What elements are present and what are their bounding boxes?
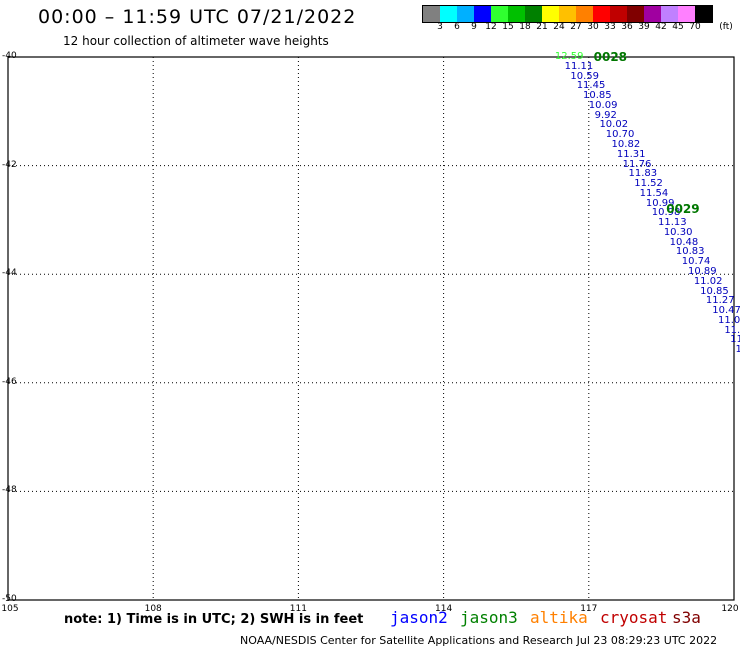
color-scale-bar bbox=[422, 5, 713, 23]
swh-value: 10.9 bbox=[735, 344, 740, 355]
color-swatch bbox=[576, 6, 593, 22]
latitude-tick-label: -46 bbox=[2, 377, 17, 387]
color-scale-unit: (ft) bbox=[719, 22, 733, 32]
pass-time-label: 0029 bbox=[666, 202, 699, 216]
note-text: note: 1) Time is in UTC; 2) SWH is in fe… bbox=[64, 612, 363, 627]
color-scale-label: 15 bbox=[502, 22, 513, 32]
color-scale-label: 21 bbox=[536, 22, 547, 32]
color-swatch bbox=[661, 6, 678, 22]
credit-line: NOAA/NESDIS Center for Satellite Applica… bbox=[240, 634, 717, 647]
color-swatch bbox=[525, 6, 542, 22]
color-swatch bbox=[508, 6, 525, 22]
color-swatch bbox=[457, 6, 474, 22]
latitude-tick-label: -44 bbox=[2, 268, 17, 278]
color-scale-label: 9 bbox=[471, 22, 477, 32]
color-scale-label: 39 bbox=[638, 22, 649, 32]
page-subtitle: 12 hour collection of altimeter wave hei… bbox=[63, 34, 329, 48]
color-scale-label: 70 bbox=[689, 22, 700, 32]
color-scale-label: 45 bbox=[672, 22, 683, 32]
page-title: 00:00 – 11:59 UTC 07/21/2022 bbox=[38, 6, 356, 28]
legend-item-s3a: s3a bbox=[672, 608, 701, 627]
longitude-tick-label: 105 bbox=[1, 604, 18, 614]
legend-item-altika: altika bbox=[530, 608, 588, 627]
longitude-tick-label: 120 bbox=[721, 604, 738, 614]
color-scale-label: 3 bbox=[437, 22, 443, 32]
color-swatch bbox=[627, 6, 644, 22]
color-swatch bbox=[593, 6, 610, 22]
color-swatch bbox=[542, 6, 559, 22]
color-swatch bbox=[695, 6, 712, 22]
color-scale-label: 42 bbox=[655, 22, 666, 32]
color-scale-label: 27 bbox=[570, 22, 581, 32]
color-scale-label: 18 bbox=[519, 22, 530, 32]
latitude-tick-label: -50 bbox=[2, 594, 17, 604]
color-swatch bbox=[610, 6, 627, 22]
legend-item-jason2: jason2 bbox=[390, 608, 448, 627]
color-swatch bbox=[474, 6, 491, 22]
color-swatch bbox=[644, 6, 661, 22]
latitude-tick-label: -40 bbox=[2, 51, 17, 61]
color-scale-label: 33 bbox=[604, 22, 615, 32]
pass-time-label: 0028 bbox=[594, 50, 627, 64]
color-scale-label: 30 bbox=[587, 22, 598, 32]
latitude-tick-label: -48 bbox=[2, 485, 17, 495]
color-scale-label: 24 bbox=[553, 22, 564, 32]
color-scale-label: 12 bbox=[485, 22, 496, 32]
color-scale-label: 36 bbox=[621, 22, 632, 32]
color-scale-label: 6 bbox=[454, 22, 460, 32]
color-swatch bbox=[678, 6, 695, 22]
legend-item-cryosat: cryosat bbox=[600, 608, 667, 627]
latitude-tick-label: -42 bbox=[2, 160, 17, 170]
color-swatch bbox=[491, 6, 508, 22]
legend-item-jason3: jason3 bbox=[460, 608, 518, 627]
color-swatch bbox=[423, 6, 440, 22]
color-swatch bbox=[440, 6, 457, 22]
color-swatch bbox=[559, 6, 576, 22]
